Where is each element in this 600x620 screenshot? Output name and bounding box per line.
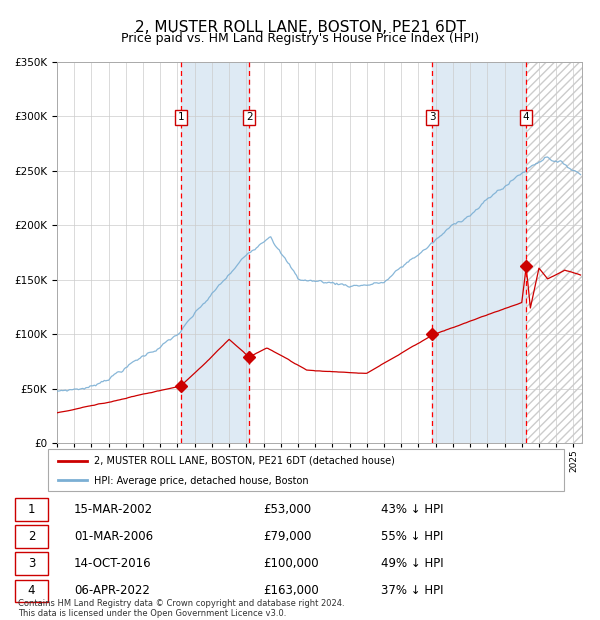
Text: HPI: Average price, detached house, Boston: HPI: Average price, detached house, Bost… xyxy=(94,476,309,485)
Text: 4: 4 xyxy=(28,585,35,598)
Text: Price paid vs. HM Land Registry's House Price Index (HPI): Price paid vs. HM Land Registry's House … xyxy=(121,32,479,45)
Text: 43% ↓ HPI: 43% ↓ HPI xyxy=(381,503,443,516)
Text: 01-MAR-2006: 01-MAR-2006 xyxy=(74,530,153,543)
Text: 4: 4 xyxy=(523,112,530,122)
Text: 3: 3 xyxy=(429,112,436,122)
Text: £163,000: £163,000 xyxy=(263,585,319,598)
Text: 2: 2 xyxy=(246,112,253,122)
Text: 49% ↓ HPI: 49% ↓ HPI xyxy=(381,557,443,570)
Text: 3: 3 xyxy=(28,557,35,570)
FancyBboxPatch shape xyxy=(15,580,47,603)
Text: 55% ↓ HPI: 55% ↓ HPI xyxy=(381,530,443,543)
Text: £53,000: £53,000 xyxy=(263,503,311,516)
Text: 2, MUSTER ROLL LANE, BOSTON, PE21 6DT: 2, MUSTER ROLL LANE, BOSTON, PE21 6DT xyxy=(134,20,466,35)
Bar xyxy=(432,62,526,443)
Bar xyxy=(526,62,582,443)
FancyBboxPatch shape xyxy=(15,498,47,521)
Text: 15-MAR-2002: 15-MAR-2002 xyxy=(74,503,153,516)
FancyBboxPatch shape xyxy=(15,552,47,575)
Text: 1: 1 xyxy=(28,503,35,516)
Text: 2: 2 xyxy=(28,530,35,543)
Text: 37% ↓ HPI: 37% ↓ HPI xyxy=(381,585,443,598)
Text: 1: 1 xyxy=(178,112,184,122)
Text: 2, MUSTER ROLL LANE, BOSTON, PE21 6DT (detached house): 2, MUSTER ROLL LANE, BOSTON, PE21 6DT (d… xyxy=(94,456,395,466)
Bar xyxy=(181,62,249,443)
FancyBboxPatch shape xyxy=(15,525,47,548)
Text: £79,000: £79,000 xyxy=(263,530,312,543)
Text: 14-OCT-2016: 14-OCT-2016 xyxy=(74,557,151,570)
FancyBboxPatch shape xyxy=(48,449,564,491)
Text: £100,000: £100,000 xyxy=(263,557,319,570)
Text: 06-APR-2022: 06-APR-2022 xyxy=(74,585,149,598)
Text: Contains HM Land Registry data © Crown copyright and database right 2024.
This d: Contains HM Land Registry data © Crown c… xyxy=(18,599,344,618)
